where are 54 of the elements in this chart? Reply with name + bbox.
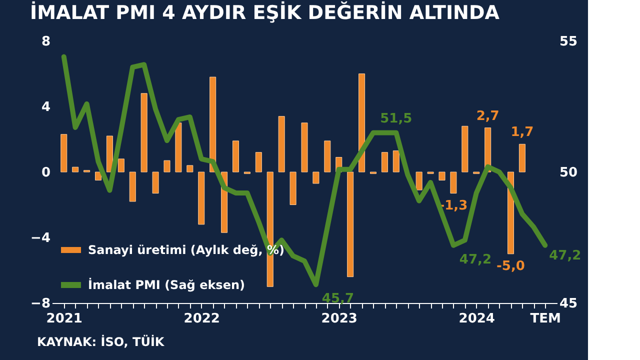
bar bbox=[210, 76, 216, 172]
bar bbox=[152, 172, 159, 194]
bar bbox=[72, 166, 79, 172]
bar bbox=[232, 140, 239, 172]
y-tick-label: 4 bbox=[41, 100, 50, 115]
y-tick-label: −4 bbox=[30, 231, 50, 246]
y-tick-label: −8 bbox=[30, 296, 50, 312]
data-label: 45,7 bbox=[322, 292, 354, 307]
y-tick-label: 0 bbox=[41, 166, 50, 180]
bar bbox=[381, 152, 388, 172]
legend-label: Sanayi üretimi (Aylık değ, %) bbox=[88, 243, 284, 257]
x-tick-label: 2021 bbox=[46, 312, 82, 326]
x-tick-label: 2022 bbox=[184, 312, 220, 326]
bar bbox=[462, 126, 468, 172]
legend-label: İmalat PMI (Sağ eksen) bbox=[88, 277, 245, 292]
bar bbox=[347, 172, 354, 278]
y-tick-label: 8 bbox=[41, 34, 50, 50]
bar bbox=[129, 172, 136, 202]
bar bbox=[95, 172, 102, 180]
bar bbox=[140, 93, 148, 172]
x-tick-label: 2024 bbox=[458, 312, 495, 326]
bar bbox=[164, 160, 170, 172]
bar bbox=[392, 150, 400, 172]
data-label: -1,3 bbox=[439, 198, 468, 214]
bar bbox=[416, 172, 422, 190]
chart-title: İMALAT PMI 4 AYDIR EŞİK DEĞERİN ALTINDA bbox=[30, 1, 500, 24]
bar bbox=[518, 144, 526, 172]
y2-tick-label: 50 bbox=[560, 166, 578, 180]
bar bbox=[324, 140, 331, 172]
bar bbox=[312, 172, 320, 184]
bar bbox=[278, 116, 285, 172]
bar bbox=[106, 136, 113, 172]
data-label: 47,2 bbox=[549, 248, 582, 264]
bar bbox=[60, 134, 68, 172]
bar bbox=[450, 172, 457, 194]
x-tick-label: TEM bbox=[530, 312, 561, 326]
bar bbox=[301, 122, 308, 172]
bar bbox=[118, 158, 124, 172]
data-label: 47,2 bbox=[459, 252, 492, 268]
data-label: 1,7 bbox=[510, 125, 534, 140]
data-label: 2,7 bbox=[476, 108, 500, 124]
bar bbox=[358, 74, 366, 172]
y2-tick-label: 55 bbox=[560, 34, 578, 50]
data-label: 51,5 bbox=[380, 112, 412, 127]
y2-tick-label: 45 bbox=[560, 296, 578, 312]
bar bbox=[255, 152, 262, 172]
x-tick-label: 2023 bbox=[321, 312, 358, 326]
bar bbox=[438, 172, 446, 180]
bar bbox=[290, 172, 296, 205]
bar bbox=[186, 165, 194, 172]
bar bbox=[198, 172, 205, 225]
text: KAYNAK: İSO, TÜİK bbox=[37, 334, 165, 349]
bar bbox=[175, 122, 182, 172]
data-label: -5,0 bbox=[496, 258, 525, 274]
